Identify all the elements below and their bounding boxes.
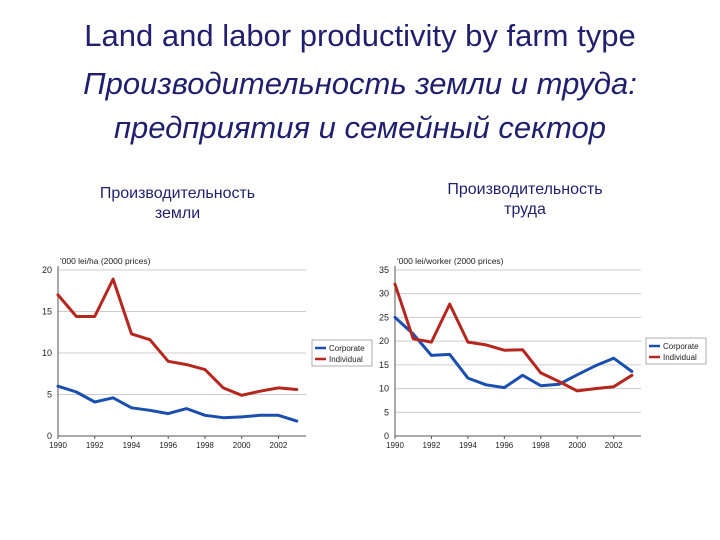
- page-title: Land and labor productivity by farm type: [84, 18, 636, 53]
- chart2-xtick-label: 2002: [605, 441, 623, 450]
- chart1-xtick-label: 1996: [159, 441, 177, 450]
- chart2-ytick-label: 5: [384, 407, 389, 417]
- chart1-xtick-label: 2002: [270, 441, 288, 450]
- chart2-series-individual-line: [393, 282, 634, 393]
- chart2-xtick-label: 2000: [568, 441, 586, 450]
- chart2-ytick-label: 15: [379, 360, 389, 370]
- chart2-xtick-label: 1994: [459, 441, 477, 450]
- chart2-ytick-label: 35: [379, 265, 389, 275]
- chart1-xtick-label: 1990: [49, 441, 67, 450]
- chart2-ytick-label: 20: [379, 336, 389, 346]
- page-title-ru-line2: предприятия и семейный сектор: [113, 110, 607, 145]
- chart2-ytick-label: 30: [379, 289, 389, 299]
- chart2-ytick-label: 10: [379, 384, 389, 394]
- chart1-ytick-label: 0: [47, 431, 52, 441]
- page-title-ru-line1: Производительность земли и труда:: [83, 66, 637, 101]
- chart2-xtick-label: 1990: [386, 441, 404, 450]
- chart1-xtick-label: 1998: [196, 441, 214, 450]
- chart2-ytick-label: 0: [384, 431, 389, 441]
- panel2-heading-line2: труда: [504, 201, 546, 218]
- chart2-xtick-label: 1996: [495, 441, 513, 450]
- chart2-xtick-label: 1992: [423, 441, 441, 450]
- chart1-legend-label-corporate: Corporate: [329, 344, 365, 353]
- panel1-heading-line2: земли: [154, 205, 201, 222]
- panel1-heading-line1: Производительность: [99, 185, 256, 202]
- chart1-xtick-label: 2000: [233, 441, 251, 450]
- panel2-heading-line1: Производительность: [447, 181, 603, 198]
- chart2-series-corporate-line: [393, 315, 634, 390]
- panel1-heading: Производительность земли: [70, 184, 285, 224]
- panel2-heading: Производительность труда: [405, 180, 645, 220]
- chart1-ylabel: '000 lei/ha (2000 prices): [60, 256, 151, 266]
- chart2-legend-box: [645, 337, 707, 365]
- chart2-legend-label-individual: Individual: [663, 353, 697, 362]
- chart1-legend-box: [311, 339, 373, 367]
- chart2-xtick-label: 1998: [532, 441, 550, 450]
- chart1-ytick-label: 10: [42, 348, 52, 358]
- chart1-ytick-label: 20: [42, 265, 52, 275]
- chart1-series-individual-line: [56, 277, 299, 397]
- chart1-ytick-label: 15: [42, 307, 52, 317]
- chart1-xtick-label: 1994: [123, 441, 141, 450]
- chart1-series-corporate-line: [56, 384, 299, 423]
- chart1-xtick-label: 1992: [86, 441, 104, 450]
- chart1-ytick-label: 5: [47, 390, 52, 400]
- chart2-ytick-label: 25: [379, 312, 389, 322]
- chart1-legend-label-individual: Individual: [329, 355, 363, 364]
- chart2-legend-label-corporate: Corporate: [663, 342, 699, 351]
- chart2-ylabel: '000 lei/worker (2000 prices): [397, 256, 504, 266]
